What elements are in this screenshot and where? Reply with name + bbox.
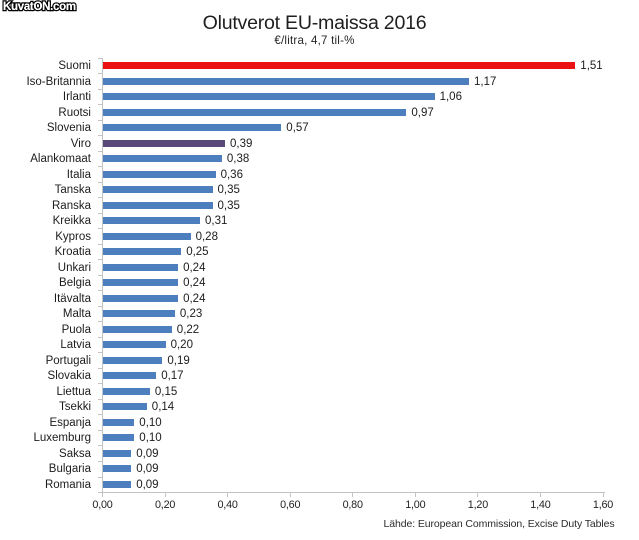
svg-text:KuvatON.com: KuvatON.com xyxy=(3,1,76,13)
svg-text:KuvatON.com: KuvatON.com xyxy=(3,1,76,13)
